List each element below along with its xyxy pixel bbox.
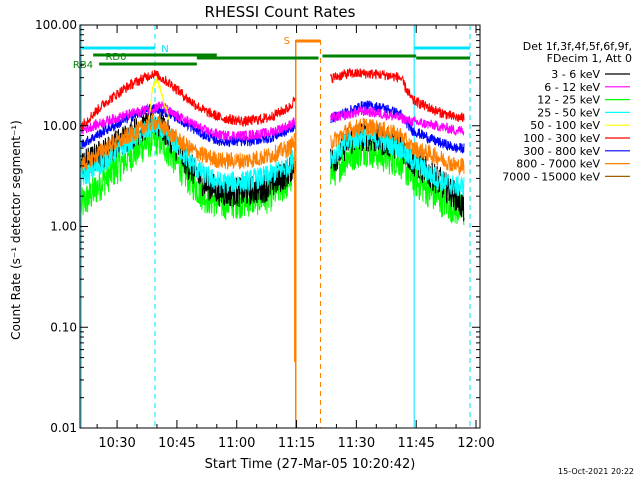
legend-label: 25 - 50 keV	[537, 106, 600, 119]
series-line-800-7000-keV	[330, 117, 465, 177]
y-tick-label: 1.00	[50, 220, 77, 234]
legend-header-line-2: FDecim 1, Att 0	[547, 52, 632, 65]
y-axis-label: Count Rate (s⁻¹ detector segment⁻¹)	[9, 120, 23, 340]
x-axis-label: Start Time (27-Mar-05 10:20:42)	[205, 457, 416, 472]
y-tick-label: 100.00	[35, 18, 77, 32]
x-tick-label: 11:15	[278, 436, 315, 451]
legend-label: 50 - 100 keV	[530, 119, 600, 132]
series-line-100-300-keV	[80, 69, 296, 130]
legend-label: 300 - 800 keV	[523, 145, 600, 158]
x-tick-label: 11:45	[397, 436, 434, 451]
x-tick-label: 10:45	[158, 436, 195, 451]
x-tick-label: 12:00	[457, 436, 494, 451]
series-line-50-100-keV	[148, 77, 170, 120]
y-axis: 0.01 0.10 1.00 10.00 100.00	[35, 18, 480, 435]
x-tick-label: 11:00	[218, 436, 255, 451]
footer-date: 15-Oct-2021 20:22	[558, 467, 634, 476]
legend-label: 3 - 6 keV	[551, 68, 600, 81]
saa-label: S	[284, 36, 290, 47]
night-label: N	[161, 44, 168, 55]
legend-label: 7000 - 15000 keV	[502, 170, 600, 183]
rd0-label: RD0	[105, 52, 126, 63]
legend-label: 12 - 25 keV	[537, 94, 600, 107]
series-line-800-7000-keV	[80, 113, 296, 172]
series-line-300-800-keV	[330, 100, 465, 154]
series-layer	[80, 68, 465, 363]
chart-title: RHESSI Count Rates	[205, 3, 356, 21]
x-axis: 10:30 10:45 11:00 11:15 11:30 11:45 12:00	[96, 25, 495, 451]
series-line-100-300-keV	[330, 68, 465, 122]
y-tick-label: 0.10	[50, 320, 77, 334]
legend-label: 100 - 300 keV	[523, 132, 600, 145]
legend-label: 800 - 7000 keV	[516, 158, 600, 171]
legend: Det 1f,3f,4f,5f,6f,9f, FDecim 1, Att 0 3…	[502, 40, 632, 183]
x-tick-label: 10:30	[98, 436, 135, 451]
series-line-300-800-keV	[80, 103, 296, 148]
legend-header-line-1: Det 1f,3f,4f,5f,6f,9f,	[523, 40, 632, 53]
y-tick-label: 0.01	[50, 421, 77, 435]
legend-label: 6 - 12 keV	[544, 81, 600, 94]
series-line-6-12-keV	[330, 105, 465, 137]
series-line-6-12-keV	[80, 101, 296, 143]
y-tick-label: 10.00	[43, 119, 77, 133]
x-tick-label: 11:30	[338, 436, 375, 451]
